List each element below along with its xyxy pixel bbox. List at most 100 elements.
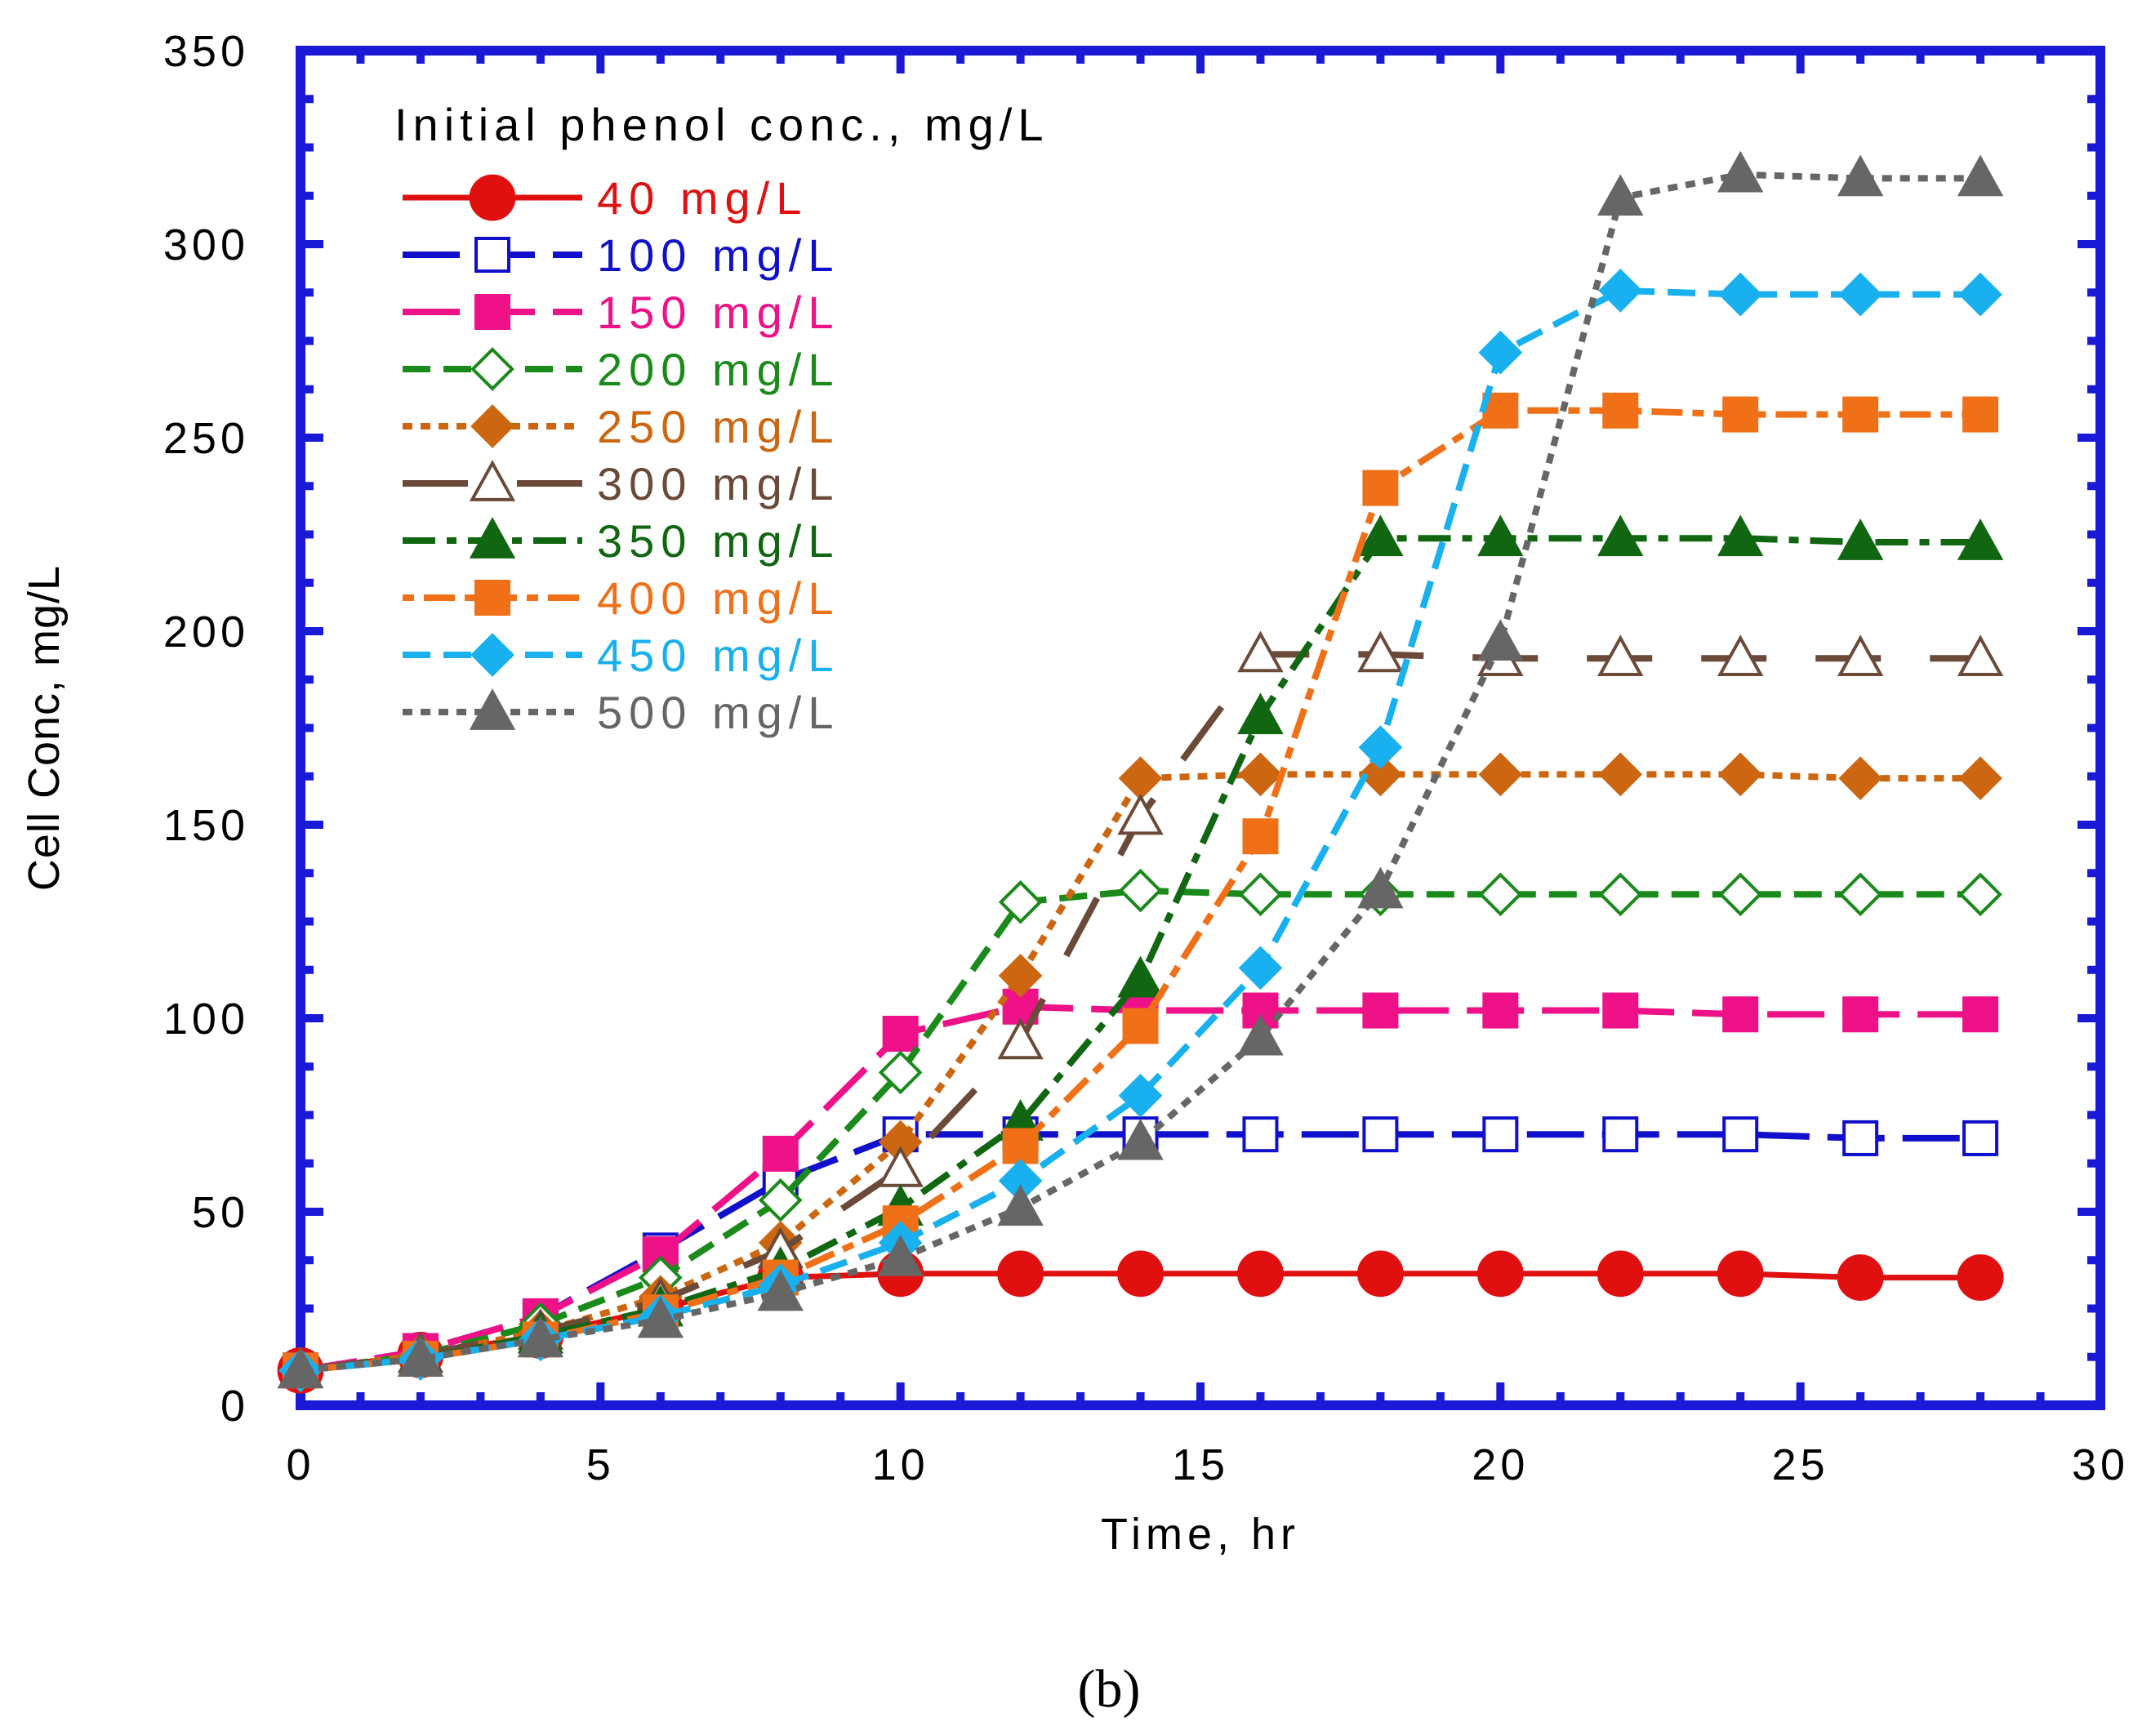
data-point [878, 1050, 923, 1095]
legend-marker [470, 633, 514, 677]
data-point [1362, 470, 1399, 506]
data-point [637, 1296, 684, 1338]
data-point [1478, 330, 1523, 375]
data-point [757, 1269, 804, 1311]
legend-label: 40 mg/L [597, 172, 808, 224]
data-point [1838, 872, 1882, 917]
legend-label: 300 mg/L [597, 458, 840, 510]
series-layer [277, 150, 2004, 1394]
data-point [877, 1234, 924, 1276]
legend-item: 350 mg/L [403, 515, 840, 567]
data-point [1238, 872, 1283, 917]
data-point [1842, 1119, 1879, 1156]
data-point [1717, 634, 1764, 677]
legend-marker [470, 404, 514, 448]
data-point [1718, 752, 1763, 797]
data-point [1962, 396, 1999, 433]
data-point [1477, 619, 1524, 661]
data-point [1838, 756, 1882, 800]
data-point [758, 1177, 803, 1222]
legend-item: 300 mg/L [403, 458, 840, 510]
data-point [1237, 630, 1284, 673]
legend-marker [474, 580, 510, 616]
data-point [1717, 514, 1764, 557]
series-line [300, 1131, 1981, 1374]
legend-marker [469, 174, 516, 221]
legend-item: 150 mg/L [403, 287, 834, 338]
data-point [1842, 996, 1879, 1033]
data-point [998, 954, 1043, 998]
data-point [1602, 992, 1639, 1029]
data-point [1357, 630, 1404, 673]
data-point [1357, 866, 1404, 909]
legend-item: 450 mg/L [403, 630, 840, 681]
legend-label: 350 mg/L [597, 515, 840, 567]
y-axis-title: Cell Conc, mg/L [20, 565, 69, 891]
y-tick-label: 150 [163, 801, 249, 850]
data-point [1722, 1116, 1759, 1153]
data-point [997, 1184, 1044, 1226]
data-point [1722, 396, 1759, 433]
data-point [1722, 996, 1759, 1033]
x-tick-label: 15 [1172, 1440, 1229, 1489]
data-point [1962, 1119, 1999, 1156]
data-point [1477, 514, 1524, 557]
data-point [277, 1347, 324, 1389]
x-tick-label: 20 [1472, 1440, 1529, 1489]
data-point [997, 1250, 1044, 1298]
data-point [397, 1335, 444, 1377]
data-point [1476, 1250, 1524, 1298]
data-point [1242, 1116, 1279, 1153]
data-point [1597, 174, 1644, 216]
series-500-mg-L [277, 150, 2004, 1389]
data-point [1242, 818, 1279, 855]
data-point [1602, 1116, 1639, 1153]
legend-label: 500 mg/L [597, 687, 840, 738]
legend-marker [470, 347, 514, 391]
data-point [998, 879, 1043, 924]
data-point [1122, 1008, 1159, 1044]
data-point [1837, 519, 1884, 560]
data-point [1118, 1073, 1163, 1118]
data-point [1118, 868, 1163, 913]
data-point [1478, 872, 1523, 917]
data-point [1598, 269, 1643, 313]
data-point [1958, 272, 2002, 317]
data-point [882, 1015, 919, 1052]
data-point [1482, 1116, 1519, 1153]
data-point [1957, 154, 2004, 197]
data-point [1238, 752, 1283, 797]
data-point [517, 1315, 564, 1358]
data-point [1837, 154, 1884, 197]
x-axis-title: Time, hr [1101, 1510, 1300, 1559]
data-point [1357, 514, 1404, 557]
y-tick-label: 100 [163, 995, 249, 1044]
data-point [1117, 1118, 1164, 1160]
legend-marker [474, 237, 510, 273]
data-point [1237, 692, 1284, 735]
data-point [1957, 634, 2004, 677]
series-line [300, 887, 1981, 1374]
x-tick-label: 5 [586, 1440, 615, 1489]
data-point [1842, 396, 1879, 433]
data-point [1117, 955, 1164, 998]
data-point [997, 1017, 1044, 1060]
legend-marker [469, 517, 516, 559]
data-point [1958, 756, 2002, 800]
data-point [1118, 756, 1163, 800]
y-tick-label: 300 [163, 220, 249, 269]
x-tick-label: 10 [872, 1440, 929, 1489]
legend-label: 400 mg/L [597, 572, 840, 624]
data-point [1117, 1250, 1164, 1298]
legend-item: 100 mg/L [403, 229, 834, 281]
x-tick-label: 25 [1772, 1440, 1829, 1489]
data-point [1362, 1116, 1399, 1153]
data-point [1718, 872, 1763, 917]
legend-label: 450 mg/L [597, 630, 840, 681]
x-tick-label: 0 [286, 1440, 314, 1489]
y-tick-label: 50 [192, 1188, 249, 1237]
data-point [1362, 992, 1399, 1029]
y-axis-ticks: 0 50 100 150 200 250 300 350 [163, 27, 2100, 1431]
